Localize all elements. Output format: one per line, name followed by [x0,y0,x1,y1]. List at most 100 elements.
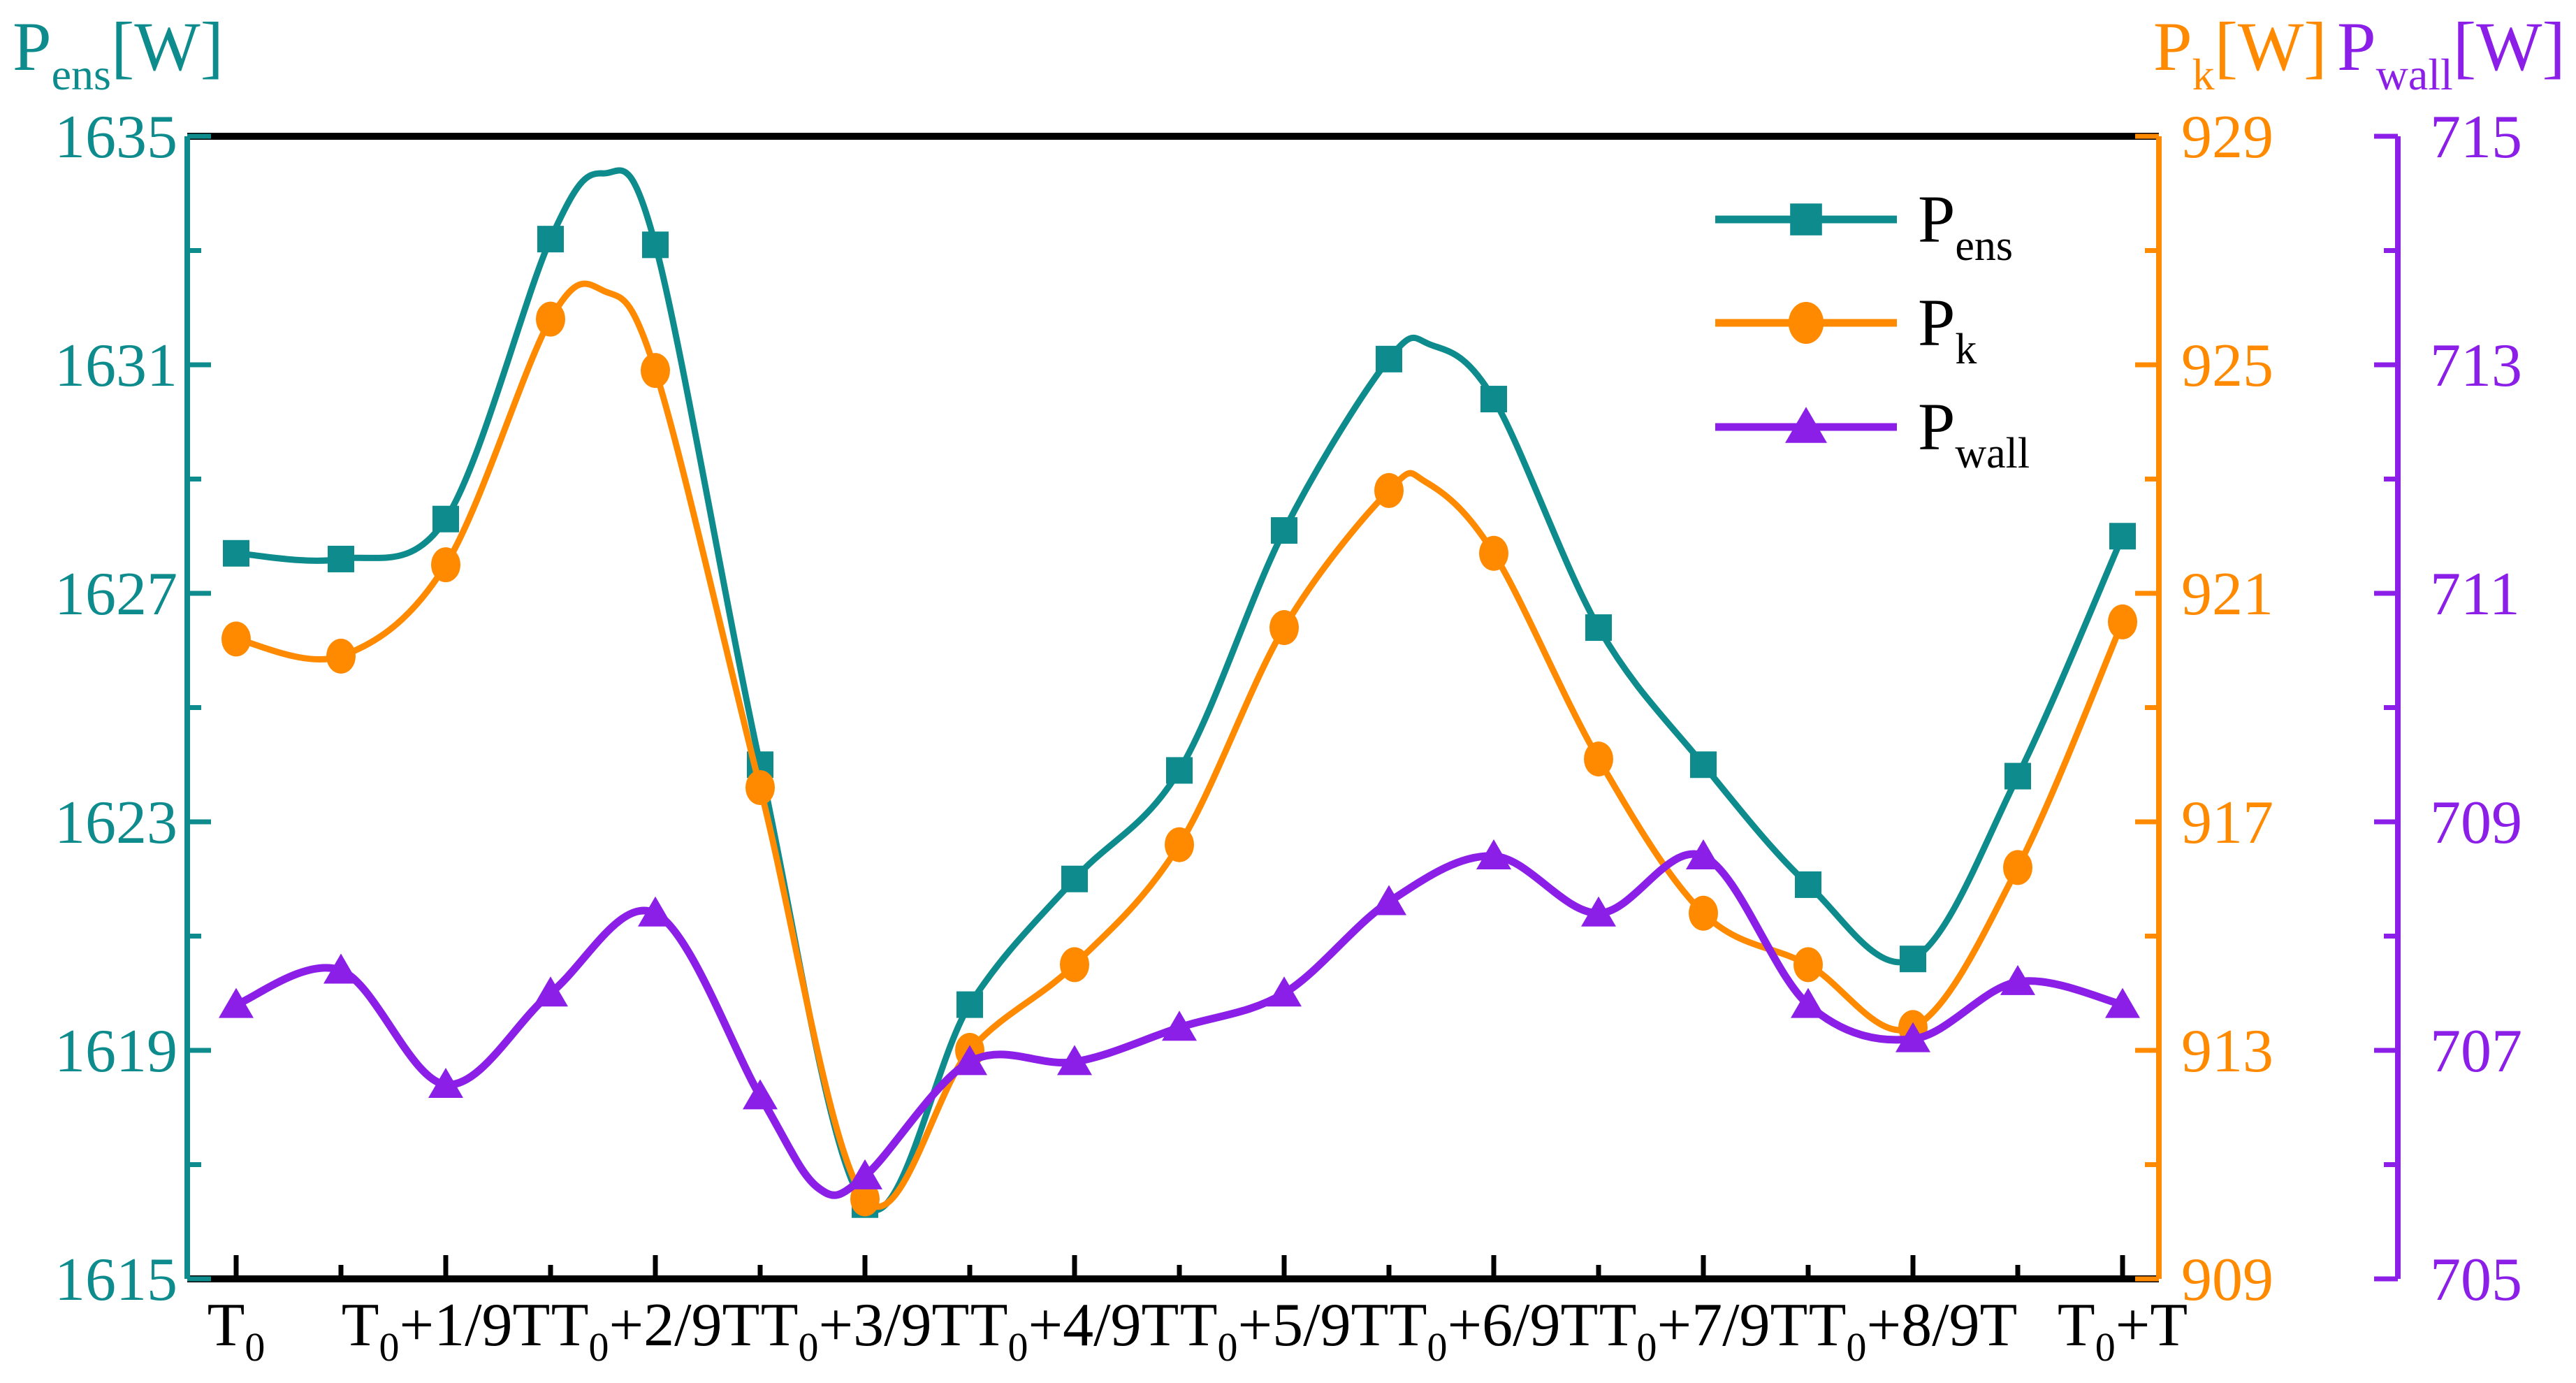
right-orange-axis-tick-label: 913 [2181,1018,2273,1085]
data-point-triangle [638,896,673,927]
x-tick-label: T0+1/9T [342,1291,551,1370]
data-point-circle [1788,302,1824,344]
series-p_k [221,280,2137,1217]
data-point-square [956,991,983,1018]
x-tick-label: T0+T [2058,1291,2188,1370]
legend-label: Pens [1918,182,2013,270]
axis-titles-layer: Pens[W] Pk[W] Pwall[W] [13,8,2566,99]
x-tick-label: T0+2/9T [551,1291,760,1370]
left-axis-tick-label: 1631 [54,332,177,400]
data-point-square [1166,757,1193,784]
legend-label: Pk [1918,285,1977,373]
legend: Pens Pk Pwall [1715,182,2030,477]
data-point-square [1271,517,1297,544]
data-point-circle [1479,535,1508,571]
data-point-square [2109,523,2136,550]
data-point-circle [2108,604,2137,639]
data-point-circle [431,547,460,583]
x-tick-label: T0+3/9T [761,1291,970,1370]
data-point-square [1690,751,1717,779]
data-point-circle [641,353,670,389]
data-point-triangle [1785,407,1827,443]
data-point-circle [326,638,356,674]
series-p_ens [223,167,2136,1218]
right-orange-axis-tick-label: 929 [2181,103,2273,171]
data-point-circle [1165,827,1194,862]
data-point-triangle [219,987,254,1018]
data-point-square [537,226,564,253]
data-point-triangle [1162,1011,1197,1041]
right-purple-axis-tick-label: 709 [2430,789,2522,857]
data-point-square [432,505,459,533]
data-point-triangle [952,1045,987,1076]
data-point-circle [1269,610,1299,646]
right-purple-axis-tick-label: 711 [2430,560,2520,628]
right-purple-axis-tick-label: 715 [2430,103,2522,171]
left-axis-tick-label: 1615 [54,1246,177,1314]
data-point-triangle [1791,987,1826,1018]
axes-layer: T0 T0+1/9T T0+2/9T T0+3/9T T0+4/9T T0+5/9T T0+… [54,103,2522,1370]
series-layer [219,167,2140,1218]
data-point-triangle [1476,839,1511,870]
data-point-triangle [1581,896,1616,927]
data-point-triangle [2105,987,2140,1018]
data-point-square [1061,865,1088,892]
data-point-circle [745,769,775,805]
data-point-triangle [1895,1022,1930,1052]
data-point-square [223,540,249,567]
data-point-triangle [847,1159,882,1189]
legend-label: Pwall [1918,389,2030,477]
right-orange-axis-tick-label: 917 [2181,789,2273,857]
data-point-square [1790,203,1822,236]
data-point-triangle [1267,976,1302,1007]
data-point-circle [1689,895,1718,931]
series-line-p_k [235,280,2126,1210]
x-tick-label: T0+5/9T [1180,1291,1389,1370]
right-purple-axis-tick-label: 713 [2430,332,2522,400]
right-purple-axis-title: Pwall[W] [2337,8,2566,99]
x-tick-label: T0+8/9T [1809,1291,2018,1370]
right-orange-axis-tick-label: 925 [2181,332,2273,400]
left-axis-tick-label: 1619 [54,1018,177,1085]
data-point-circle [1060,947,1089,983]
right-purple-axis-tick-label: 707 [2430,1018,2522,1085]
data-point-square [1795,871,1821,898]
data-point-triangle [743,1079,778,1110]
x-tick-label: T0+6/9T [1390,1291,1599,1370]
x-tick-label: T0+7/9T [1599,1291,1808,1370]
legend-item-p_wall: Pwall [1715,389,2030,477]
data-point-triangle [323,953,358,984]
right-purple-axis-tick-label: 705 [2430,1246,2522,1314]
data-point-circle [1793,947,1823,983]
right-orange-axis-title: Pk[W] [2153,8,2327,99]
data-point-triangle [1371,885,1406,915]
data-point-square [1480,386,1507,413]
left-axis-tick-label: 1623 [54,789,177,857]
data-point-square [2004,762,2031,790]
data-point-square [642,231,669,259]
data-point-circle [2003,850,2032,885]
x-tick-label: T0+4/9T [970,1291,1179,1370]
data-point-triangle [533,976,568,1007]
data-point-square [1376,345,1402,372]
data-point-triangle [1057,1045,1092,1076]
data-point-triangle [2000,964,2035,995]
data-point-square [328,545,354,572]
data-point-triangle [1686,839,1721,870]
right-orange-axis-tick-label: 909 [2181,1246,2273,1314]
series-line-p_ens [235,167,2126,1214]
legend-item-p_k: Pk [1715,285,1977,373]
data-point-triangle [428,1068,463,1099]
left-axis-title: Pens[W] [13,8,224,99]
x-tick-label: T0 [208,1291,265,1370]
series-p_wall [219,839,2140,1199]
data-point-circle [221,621,251,657]
left-axis-tick-label: 1627 [54,560,177,628]
data-point-circle [850,1181,880,1217]
data-point-square [1900,946,1926,973]
data-point-circle [1584,741,1613,777]
legend-item-p_ens: Pens [1715,182,2013,270]
data-point-circle [1374,472,1404,508]
